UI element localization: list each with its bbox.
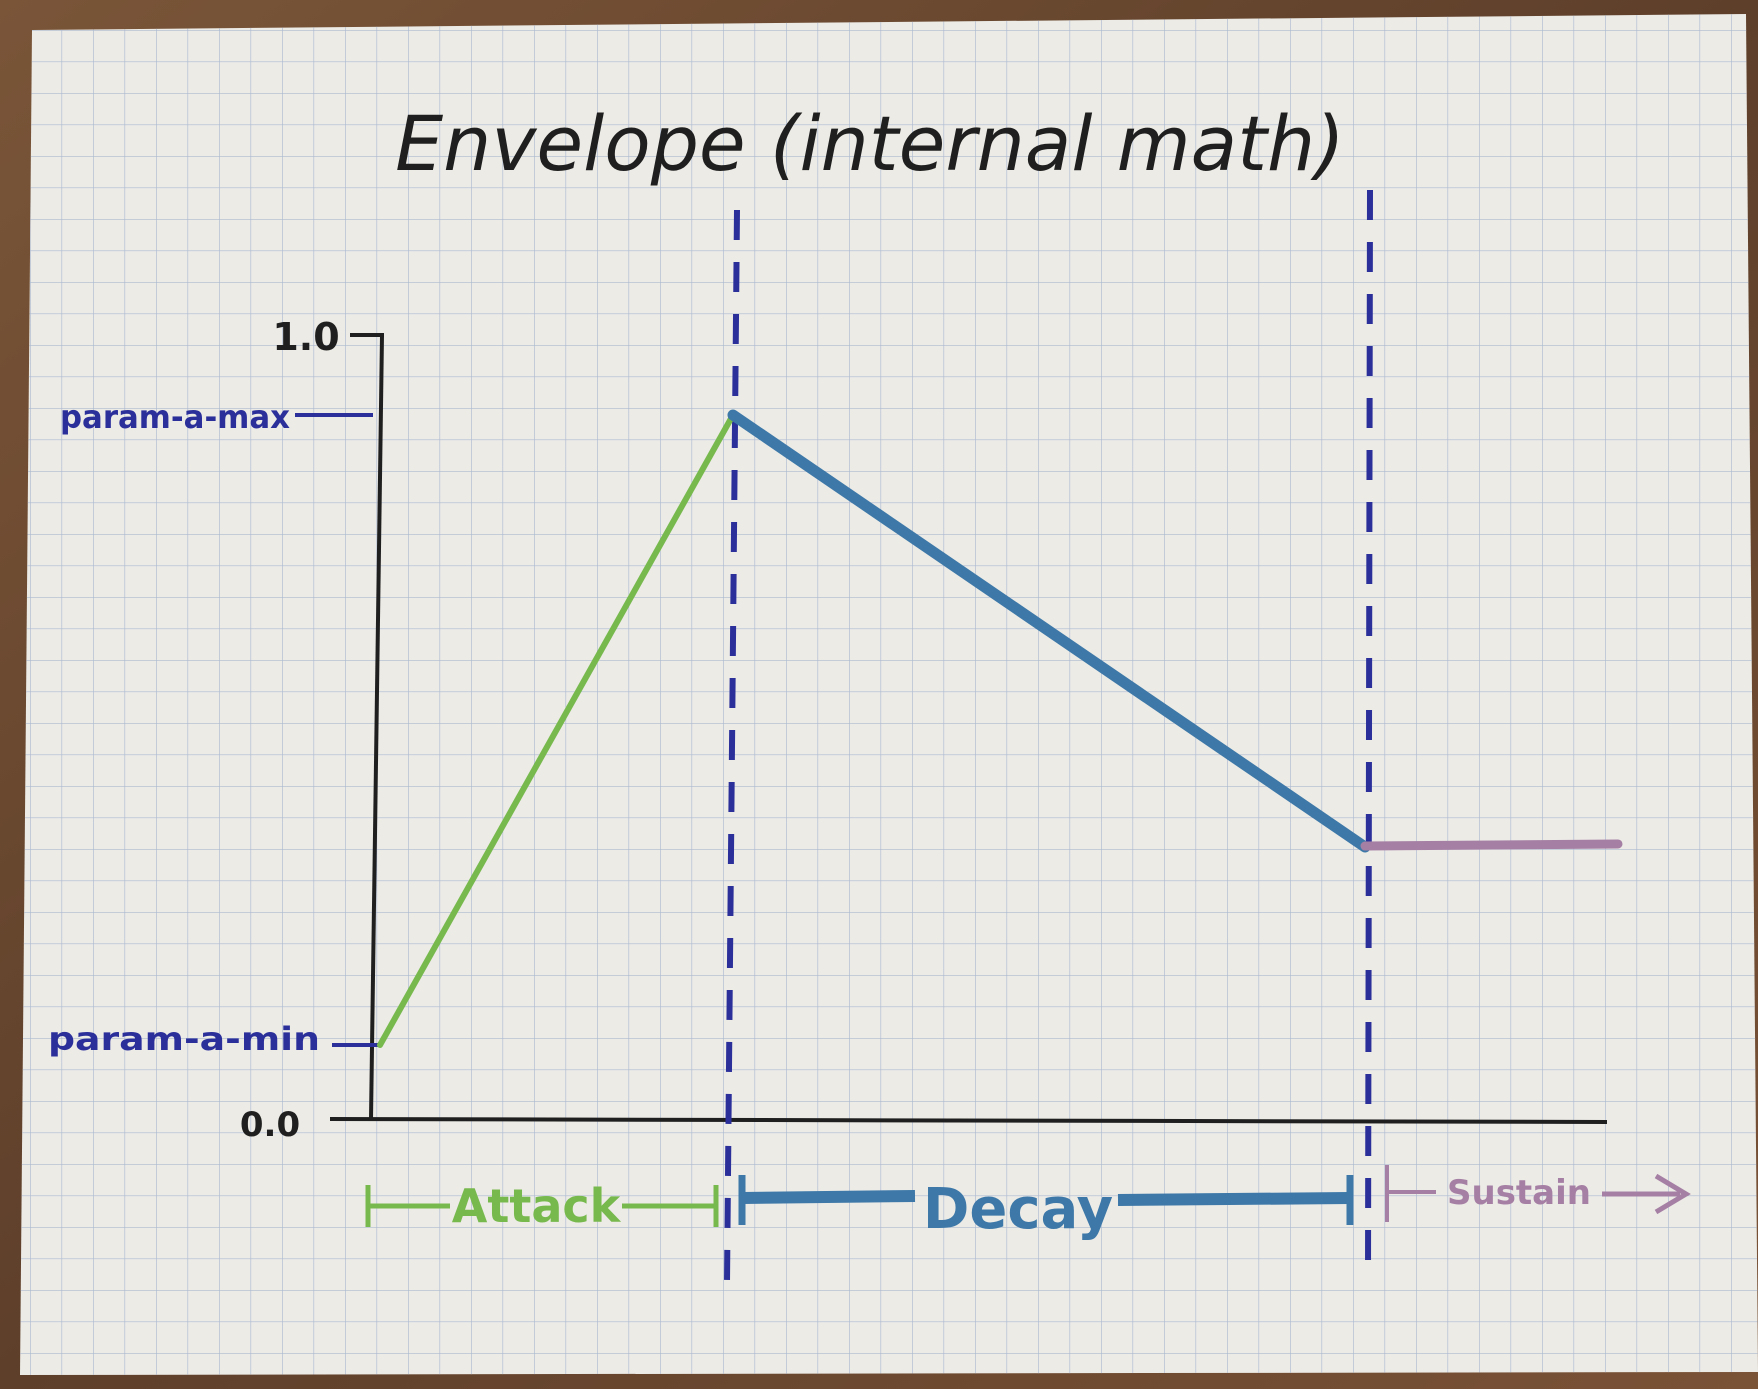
decay-segment <box>727 409 1371 853</box>
attack-label: Attack <box>452 1179 622 1233</box>
sustain-span <box>1385 1165 1691 1222</box>
y-axis-bottom-label: 0.0 <box>240 1105 300 1145</box>
attack-span <box>365 1185 719 1227</box>
diagram-title: Envelope (internal math) <box>395 99 1345 188</box>
y-axis-top-label: 1.0 <box>272 315 339 359</box>
max-level-label: param-a-max <box>60 398 290 436</box>
sustain-segment <box>1360 839 1623 851</box>
axes <box>329 333 1608 1124</box>
decay-label: Decay <box>923 1177 1113 1242</box>
envelope-curve <box>377 409 1623 1048</box>
sustain-label: Sustain <box>1447 1173 1591 1213</box>
attack-decay-boundary <box>724 209 740 1283</box>
x-axis <box>329 1117 1608 1124</box>
decay-sustain-boundary <box>1365 189 1373 1277</box>
min-level-label: param-a-min <box>48 1020 320 1058</box>
graph-paper <box>20 14 1758 1375</box>
attack-segment <box>377 412 736 1048</box>
y-axis <box>369 334 384 1120</box>
decay-span <box>738 1175 1354 1225</box>
